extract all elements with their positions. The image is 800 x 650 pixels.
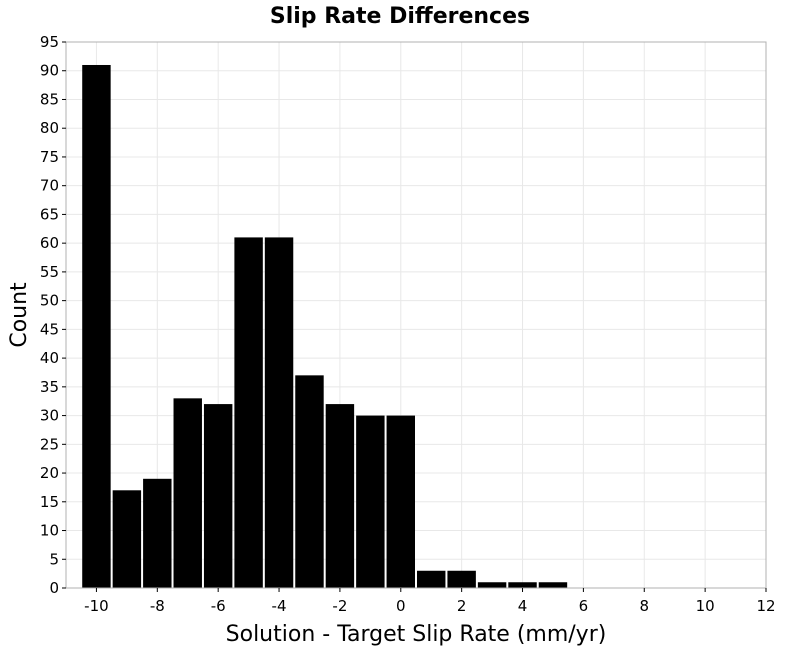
plot-frame: [65, 41, 767, 589]
bars: [82, 64, 568, 588]
y-tick-label: 40: [40, 349, 59, 367]
x-tick-label: 6: [579, 597, 589, 615]
y-tick-label: 60: [40, 234, 59, 252]
histogram-bar: [112, 490, 142, 588]
histogram-bar: [417, 570, 446, 588]
histogram-bar: [508, 582, 537, 588]
y-tick-label: 75: [40, 148, 59, 166]
y-tick-label: 70: [40, 177, 59, 195]
y-tick-label: 45: [40, 320, 59, 338]
x-tick-label: 4: [518, 597, 528, 615]
chart-title: Slip Rate Differences: [270, 4, 530, 29]
y-tick-label: 20: [40, 464, 59, 482]
y-tick-label: 95: [40, 33, 59, 51]
y-axis-ticks: 0 5 10 15 20 25 30 35 40 45 50 55 60 65 70 75 80 85 90 95: [40, 33, 66, 597]
y-tick-label: 0: [49, 579, 59, 597]
y-axis-label: Count: [7, 282, 32, 348]
x-tick-label: -8: [150, 597, 165, 615]
y-tick-label: 15: [40, 493, 59, 511]
x-axis-label: Solution - Target Slip Rate (mm/yr): [226, 622, 607, 647]
x-tick-label: -10: [84, 597, 109, 615]
x-tick-label: 0: [396, 597, 406, 615]
histogram-bar: [538, 582, 568, 588]
y-tick-label: 25: [40, 435, 59, 453]
y-tick-label: 80: [40, 119, 59, 137]
y-tick-label: 90: [40, 62, 59, 80]
y-tick-label: 10: [40, 522, 59, 540]
histogram-bar: [143, 478, 172, 588]
histogram-bar: [325, 404, 355, 588]
y-tick-label: 85: [40, 90, 59, 108]
histogram-bar: [82, 64, 111, 588]
y-tick-label: 50: [40, 292, 59, 310]
histogram-bar: [386, 415, 415, 588]
histogram-bar: [356, 415, 385, 588]
histogram-bar: [264, 237, 294, 588]
y-tick-label: 65: [40, 205, 59, 223]
y-tick-label: 35: [40, 378, 59, 396]
x-tick-label: 12: [756, 597, 775, 615]
y-tick-label: 30: [40, 407, 59, 425]
x-tick-label: -4: [272, 597, 287, 615]
y-tick-label: 55: [40, 263, 59, 281]
y-tick-label: 5: [49, 550, 59, 568]
histogram-bar: [234, 237, 263, 588]
x-axis-ticks: -10 -8 -6 -4 -2 0 2 4 6 8 10 12: [84, 588, 776, 615]
histogram-bar: [447, 570, 476, 588]
x-tick-label: -2: [332, 597, 347, 615]
x-tick-label: 2: [457, 597, 467, 615]
x-tick-label: -6: [211, 597, 226, 615]
histogram-bar: [295, 375, 324, 588]
x-tick-label: 10: [696, 597, 715, 615]
histogram-bar: [477, 582, 507, 588]
x-tick-label: 8: [639, 597, 649, 615]
histogram-bar: [203, 404, 233, 588]
histogram-bar: [173, 398, 202, 588]
